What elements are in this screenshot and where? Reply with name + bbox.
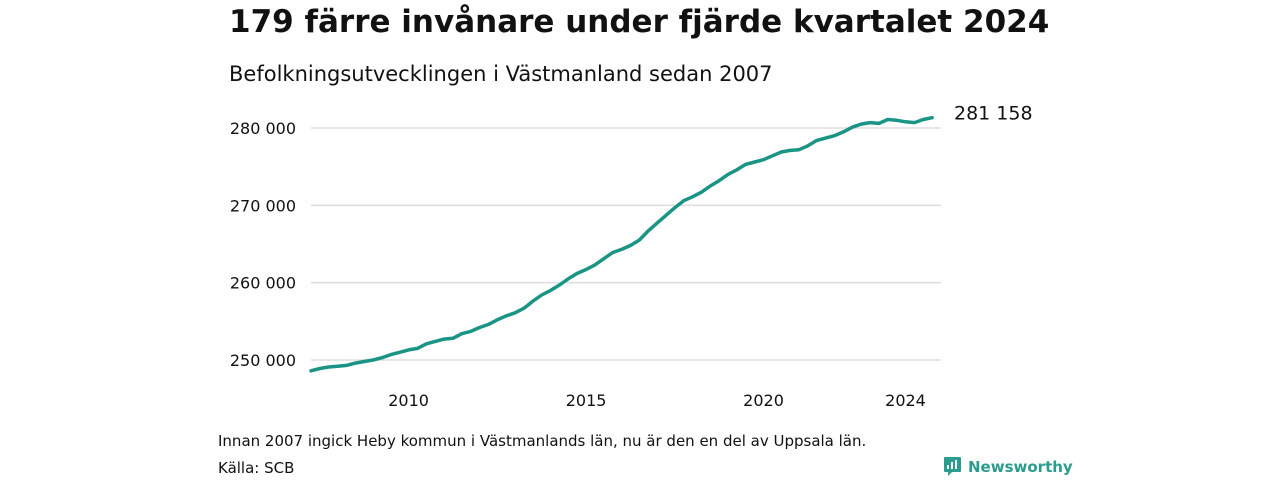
brand-name: Newsworthy xyxy=(968,457,1073,476)
x-tick-label: 2020 xyxy=(743,391,784,410)
y-tick-label: 280 000 xyxy=(230,119,296,138)
x-tick-label: 2010 xyxy=(388,391,429,410)
y-tick-label: 270 000 xyxy=(230,196,296,215)
newsworthy-brand[interactable]: Newsworthy xyxy=(943,456,1073,477)
chart-source: Källa: SCB xyxy=(218,459,295,477)
chart-footnote: Innan 2007 ingick Heby kommun i Västmanl… xyxy=(218,432,867,450)
y-tick-label: 260 000 xyxy=(230,274,296,293)
end-value-label: 281 158 xyxy=(954,103,1033,125)
chart-subtitle: Befolkningsutvecklingen i Västmanland se… xyxy=(229,62,773,86)
x-tick-label: 2024 xyxy=(885,391,926,410)
newsworthy-logo-icon xyxy=(944,457,961,476)
population-series-line xyxy=(309,115,934,373)
chart-title: 179 färre invånare under fjärde kvartale… xyxy=(229,4,1050,40)
y-tick-label: 250 000 xyxy=(230,351,296,370)
x-tick-label: 2015 xyxy=(566,391,607,410)
